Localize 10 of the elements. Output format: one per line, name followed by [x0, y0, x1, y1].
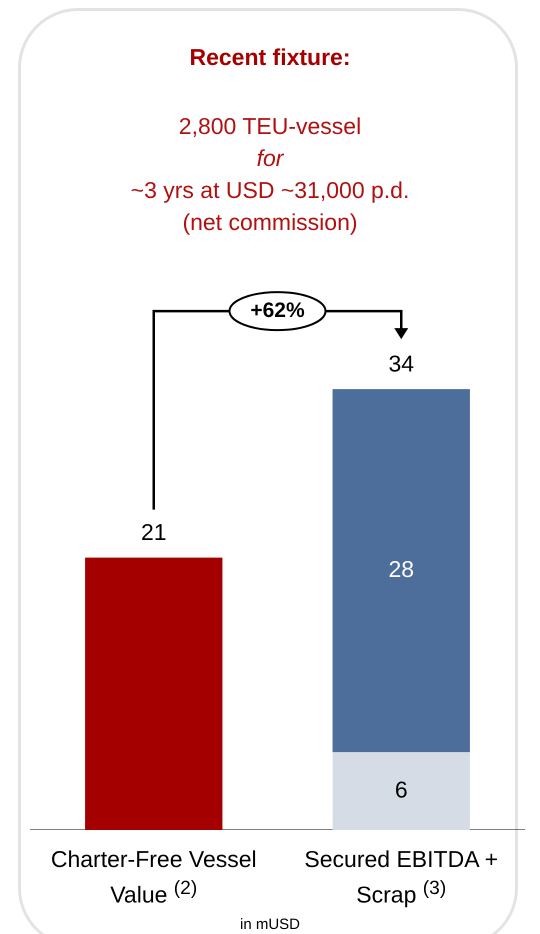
x-tick-label: Charter-Free Vessel Value $^{(2)}$ — [50, 845, 258, 910]
chart-subtitle: 2,800 TEU-vessel for ~3 yrs at USD ~31,000 p.d. (net commission) — [130, 112, 410, 237]
total-label: 21 — [140, 519, 167, 546]
total-label: 34 — [388, 350, 414, 376]
chart-title: Recent fixture: — [188, 44, 352, 71]
text: in mUSD — [238, 916, 301, 933]
text: +62% — [249, 299, 306, 324]
data-label: 6 — [394, 776, 408, 802]
x-tick-label: Secured EBITDA + Scrap $^{(3)}$ — [303, 845, 500, 910]
data-label: 28 — [388, 556, 414, 582]
